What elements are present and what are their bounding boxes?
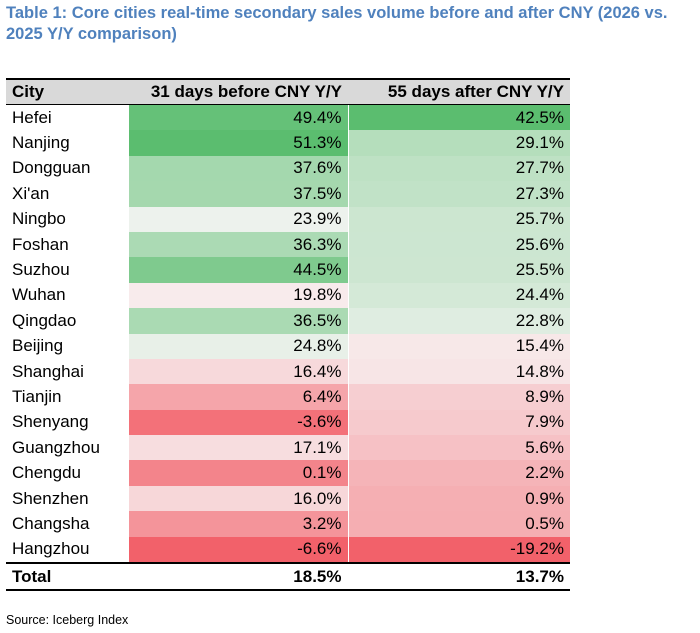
table-row: Hangzhou -6.6% -19.2% [6,536,570,564]
city-cell: Dongguan [12,158,91,178]
after-cell: 14.8% [347,358,570,385]
total-label: Total [6,562,128,592]
table-row: Beijing 24.8% 15.4% [6,333,570,359]
after-cell: 25.5% [347,257,570,283]
before-cell: 16.0% [127,485,348,512]
city-cell: Tianjin [12,386,62,406]
before-cell: -6.6% [127,536,348,564]
header-row: City 31 days before CNY Y/Y 55 days afte… [6,78,570,105]
table-row: Nanjing 51.3% 29.1% [6,130,570,156]
city-cell: Guangzhou [12,437,100,457]
city-cell: Suzhou [12,260,70,280]
before-cell: 44.5% [127,257,348,283]
before-cell: 0.1% [127,460,348,486]
city-cell: Changsha [12,513,90,533]
before-cell: 19.8% [127,282,348,309]
before-cell: 24.8% [127,333,348,359]
before-cell: 51.3% [127,130,348,156]
after-cell: 25.6% [347,231,570,258]
header-before: 31 days before CNY Y/Y [128,78,348,105]
table-row: Wuhan 19.8% 24.4% [6,282,570,309]
after-cell: 0.5% [347,511,570,537]
table-row: Shenyang -3.6% 7.9% [6,409,570,436]
before-cell: 36.5% [127,308,348,334]
city-cell: Hangzhou [12,539,90,559]
after-cell: 42.5% [347,104,570,131]
table-row: Xi'an 37.5% 27.3% [6,181,570,207]
after-cell: -19.2% [347,536,570,564]
after-cell: 22.8% [347,308,570,334]
total-before: 18.5% [127,562,348,592]
before-cell: 6.4% [127,384,348,410]
total-after: 13.7% [347,562,570,592]
city-cell: Beijing [12,336,64,356]
city-cell: Wuhan [12,285,66,305]
after-cell: 0.9% [347,485,570,512]
city-cell: Xi'an [12,183,50,203]
header-city: City [6,78,128,105]
city-cell: Nanjing [12,133,70,153]
table-row: Changsha 3.2% 0.5% [6,511,570,537]
before-cell: -3.6% [127,409,348,436]
after-cell: 15.4% [347,333,570,359]
city-cell: Ningbo [12,209,66,229]
city-cell: Chengdu [12,463,82,483]
table-row: Chengdu 0.1% 2.2% [6,460,570,486]
table-row: Shanghai 16.4% 14.8% [6,358,570,385]
before-cell: 36.3% [127,231,348,258]
table-row: Shenzhen 16.0% 0.9% [6,485,570,512]
table-row: Hefei 49.4% 42.5% [6,104,570,131]
sales-table: City 31 days before CNY Y/Y 55 days afte… [6,78,570,592]
table-row: Foshan 36.3% 25.6% [6,231,570,258]
city-cell: Qingdao [12,310,77,330]
source-note: Source: Iceberg Index [6,613,129,627]
city-cell: Foshan [12,234,69,254]
before-cell: 16.4% [127,358,348,385]
table-row: Ningbo 23.9% 25.7% [6,206,570,232]
before-cell: 23.9% [127,206,348,232]
table-row: Tianjin 6.4% 8.9% [6,384,570,410]
table-row: Qingdao 36.5% 22.8% [6,308,570,334]
header-after: 55 days after CNY Y/Y [348,78,570,105]
after-cell: 25.7% [347,206,570,232]
after-cell: 8.9% [347,384,570,410]
city-cell: Shenzhen [12,488,89,508]
table-body: Hefei 49.4% 42.5% Nanjing 51.3% 29.1% Dongguan… [6,104,570,564]
table-row: Suzhou 44.5% 25.5% [6,257,570,283]
total-row: Total 18.5% 13.7% [6,562,570,592]
after-cell: 5.6% [347,435,570,461]
city-cell: Shanghai [12,361,84,381]
table-row: Dongguan 37.6% 27.7% [6,155,570,182]
before-cell: 49.4% [127,104,348,131]
after-cell: 7.9% [347,409,570,436]
after-cell: 24.4% [347,282,570,309]
after-cell: 27.3% [347,181,570,207]
city-cell: Shenyang [12,412,89,432]
after-cell: 29.1% [347,130,570,156]
table-title: Table 1: Core cities real-time secondary… [6,4,668,43]
before-cell: 37.6% [127,155,348,182]
after-cell: 27.7% [347,155,570,182]
before-cell: 37.5% [127,181,348,207]
before-cell: 17.1% [127,435,348,461]
after-cell: 2.2% [347,460,570,486]
city-cell: Hefei [12,107,52,127]
table-row: Guangzhou 17.1% 5.6% [6,435,570,461]
before-cell: 3.2% [127,511,348,537]
